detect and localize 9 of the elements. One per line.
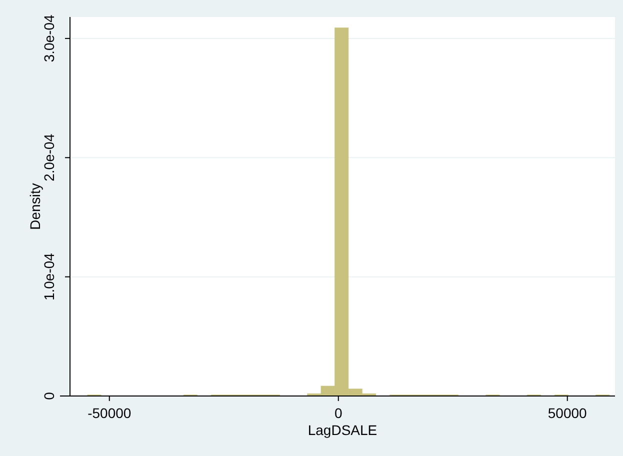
y-tick-label: 3.0e-04 bbox=[41, 14, 57, 62]
x-axis-title: LagDSALE bbox=[308, 422, 378, 438]
x-tick-label: -50000 bbox=[88, 405, 132, 421]
y-axis-title: Density bbox=[27, 183, 43, 230]
y-tick-label: 2.0e-04 bbox=[41, 134, 57, 182]
y-tick-label: 0 bbox=[41, 392, 57, 400]
x-tick-label: 0 bbox=[334, 405, 342, 421]
y-tick-label: 1.0e-04 bbox=[41, 252, 57, 301]
x-tick-label: 50000 bbox=[548, 405, 588, 421]
